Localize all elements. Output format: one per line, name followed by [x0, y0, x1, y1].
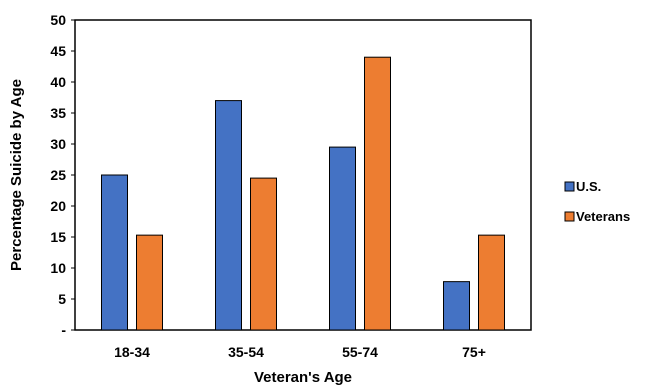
x-axis-title: Veteran's Age — [254, 369, 352, 386]
bar-veterans-35-54 — [250, 177, 277, 331]
bar-u-s-75+ — [443, 281, 470, 331]
x-tick-label: 55-74 — [342, 344, 378, 360]
x-tick-label: 35-54 — [228, 344, 264, 360]
x-tick-label: 18-34 — [114, 344, 150, 360]
legend: U.S. Veterans — [564, 179, 630, 224]
y-axis-title: Percentage Suicide by Age — [8, 79, 25, 271]
bars — [101, 56, 505, 331]
y-tick-label: - — [61, 322, 66, 338]
bar-veterans-75+ — [478, 234, 505, 331]
x-axis: 18-34 35-54 55-74 75+ — [114, 344, 486, 360]
bar-veterans-55-74 — [364, 56, 391, 331]
y-tick-label: 10 — [50, 260, 66, 276]
legend-label: U.S. — [576, 179, 601, 194]
y-tick-label: 35 — [50, 105, 66, 121]
y-tick-label: 45 — [50, 43, 66, 59]
y-tick-label: 30 — [50, 136, 66, 152]
y-tick-label: 5 — [58, 291, 66, 307]
bar-u-s-18-34 — [101, 174, 128, 331]
y-axis: - 5 10 15 20 25 30 35 40 45 50 — [50, 12, 75, 338]
legend-label: Veterans — [576, 209, 630, 224]
x-tick-label: 75+ — [462, 344, 486, 360]
y-tick-label: 15 — [50, 229, 66, 245]
legend-swatch — [564, 181, 575, 192]
legend-swatch — [564, 211, 575, 222]
y-tick-label: 25 — [50, 167, 66, 183]
y-tick-label: 40 — [50, 74, 66, 90]
bar-veterans-18-34 — [136, 234, 163, 331]
bar-u-s-35-54 — [215, 100, 242, 331]
bar-u-s-55-74 — [329, 146, 356, 331]
y-tick-label: 20 — [50, 198, 66, 214]
y-tick-label: 50 — [50, 12, 66, 28]
